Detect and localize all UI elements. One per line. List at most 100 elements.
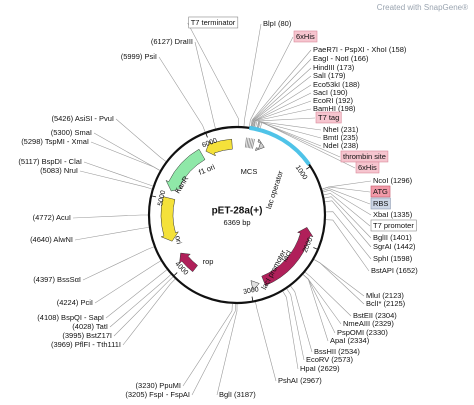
site-label: BlpI (80) bbox=[263, 19, 292, 28]
tick-label: 3000 bbox=[243, 286, 260, 296]
leader-line bbox=[322, 189, 372, 216]
mcs-stripe bbox=[246, 137, 249, 148]
site-label: (4108) BspQI - SapI bbox=[37, 313, 104, 322]
feature-box bbox=[355, 161, 380, 174]
site-label: PshAI (2967) bbox=[278, 376, 322, 385]
tick-mark bbox=[152, 195, 157, 198]
feature-box bbox=[315, 111, 342, 124]
leader-line bbox=[115, 118, 167, 162]
feature-label: f1 ori bbox=[197, 162, 216, 177]
site-label: thrombin site bbox=[343, 152, 386, 161]
leader-line bbox=[74, 227, 149, 241]
leader-line bbox=[109, 274, 172, 328]
feature-label: MCS bbox=[241, 167, 258, 176]
leader-line bbox=[191, 303, 236, 396]
leader-line bbox=[304, 271, 352, 317]
site-label: (3230) PpuMI bbox=[136, 381, 181, 390]
leader-line bbox=[251, 58, 312, 128]
site-label: BstAPI (1652) bbox=[371, 266, 418, 275]
mcs-stripe bbox=[251, 138, 255, 149]
leader-line bbox=[194, 41, 216, 129]
site-label: (5426) AsiSI - PvuI bbox=[51, 114, 114, 123]
feature-box bbox=[370, 185, 391, 198]
leader-line bbox=[182, 303, 233, 387]
feature-label: rop bbox=[203, 257, 214, 266]
leader-line bbox=[253, 108, 312, 128]
site-label: BmtI (235) bbox=[323, 133, 359, 142]
site-label: ApaI (2334) bbox=[330, 336, 370, 345]
leader-line bbox=[322, 186, 371, 193]
leader-line bbox=[255, 301, 277, 382]
f1-ori-arrow bbox=[205, 138, 233, 157]
site-label: (5298) TspMI - XmaI bbox=[21, 137, 89, 146]
leader-line bbox=[122, 278, 176, 346]
laci-arrow bbox=[261, 226, 314, 286]
mcs-stripe bbox=[249, 138, 252, 149]
site-label: PspOMI (2330) bbox=[337, 328, 388, 337]
site-label: SgrAI (1442) bbox=[373, 242, 416, 251]
site-label: EcoRI (192) bbox=[313, 96, 354, 105]
leader-line bbox=[253, 84, 312, 128]
site-label: 6xHis bbox=[358, 163, 377, 172]
leader-line bbox=[256, 121, 322, 131]
site-label: (5083) NruI bbox=[40, 166, 78, 175]
mcs-stripe bbox=[244, 137, 247, 148]
site-label: (6127) DraIII bbox=[151, 37, 193, 46]
feature-box bbox=[370, 197, 391, 210]
laci-promoter-arrow bbox=[250, 280, 260, 291]
site-label: (4640) AlwNI bbox=[30, 235, 73, 244]
site-label: (3205) FspI - FspAI bbox=[125, 390, 190, 399]
site-label: BglII (1401) bbox=[373, 233, 412, 242]
feature-box bbox=[293, 30, 318, 43]
leader-line bbox=[324, 196, 372, 239]
kanr-arrow bbox=[165, 148, 206, 192]
feature-label: lac operator bbox=[264, 169, 285, 210]
site-label: BamHI (198) bbox=[313, 104, 356, 113]
leader-line bbox=[302, 274, 336, 334]
site-label: BclI* (2125) bbox=[366, 299, 406, 308]
site-label: (4028) TatI bbox=[72, 322, 108, 331]
site-label: EcoRV (2573) bbox=[306, 355, 353, 364]
leader-line bbox=[322, 180, 372, 190]
leader-line bbox=[252, 75, 312, 128]
leader-line bbox=[105, 269, 168, 319]
leader-line bbox=[302, 274, 329, 342]
feature-label: ori bbox=[173, 235, 184, 245]
site-label: HpaI (2629) bbox=[300, 364, 340, 373]
site-label: BstEII (2304) bbox=[353, 311, 397, 320]
site-label: SphI (1598) bbox=[373, 254, 413, 263]
ori-arrow bbox=[160, 196, 179, 242]
leader-line bbox=[113, 276, 174, 337]
leader-line bbox=[325, 211, 372, 260]
leader-line bbox=[79, 170, 152, 190]
leader-line bbox=[158, 56, 206, 133]
lac-operator-arrow bbox=[255, 138, 265, 152]
site-label: Eco53kI (188) bbox=[313, 80, 360, 89]
site-label: MluI (2123) bbox=[366, 291, 404, 300]
leader-line bbox=[94, 260, 161, 304]
site-label: (4224) PciI bbox=[57, 298, 93, 307]
tick-mark bbox=[251, 296, 254, 301]
tick-label: 5000 bbox=[157, 190, 167, 207]
leader-line bbox=[82, 246, 155, 281]
leader-line bbox=[255, 117, 316, 129]
site-label: NcoI (1296) bbox=[373, 176, 413, 185]
leader-line bbox=[187, 22, 239, 127]
site-label: RBS bbox=[373, 199, 388, 208]
site-label: NheI (231) bbox=[323, 125, 359, 134]
watermark: Created with SnapGene® bbox=[377, 3, 468, 12]
leader-line bbox=[249, 36, 294, 127]
site-label: BglI (3187) bbox=[219, 390, 256, 399]
site-label: PaeR7I - PspXI - XhoI (158) bbox=[313, 45, 407, 54]
leader-line bbox=[313, 259, 365, 297]
site-label: XbaI (1335) bbox=[373, 210, 413, 219]
site-label: 6xHis bbox=[296, 32, 315, 41]
site-label: T7 tag bbox=[318, 113, 339, 122]
site-label: (5300) SmaI bbox=[51, 128, 92, 137]
leader-line bbox=[250, 49, 312, 128]
site-label: (5117) BspDI - ClaI bbox=[18, 157, 82, 166]
leader-line bbox=[286, 288, 305, 361]
site-label: NmeAIII (2329) bbox=[343, 319, 394, 328]
